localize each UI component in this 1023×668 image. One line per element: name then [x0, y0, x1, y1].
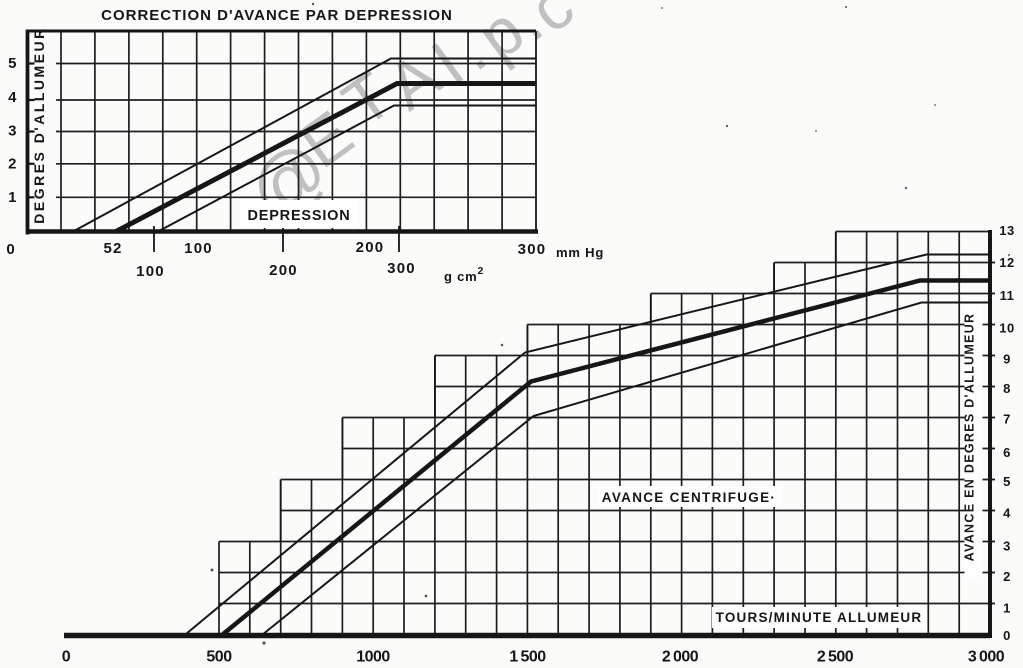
- svg-text:g cm2: g cm2: [444, 265, 484, 284]
- svg-text:0: 0: [6, 241, 15, 258]
- svg-text:100: 100: [136, 263, 165, 280]
- svg-text:300: 300: [387, 260, 416, 277]
- svg-text:1000: 1000: [356, 649, 390, 666]
- svg-text:DEGRES D'ALLUMEUR: DEGRES D'ALLUMEUR: [31, 26, 47, 224]
- svg-text:9: 9: [1003, 351, 1011, 366]
- svg-text:5: 5: [8, 55, 17, 72]
- svg-text:3: 3: [8, 123, 17, 140]
- svg-text:100: 100: [184, 240, 213, 257]
- svg-text:0: 0: [62, 649, 71, 666]
- svg-text:3 000: 3 000: [968, 649, 1005, 666]
- svg-text:3: 3: [1003, 538, 1011, 553]
- svg-text:1: 1: [1003, 601, 1011, 616]
- svg-text:52: 52: [103, 240, 122, 257]
- svg-text:13: 13: [999, 223, 1014, 238]
- svg-text:CORRECTION D'AVANCE PAR DEPRES: CORRECTION D'AVANCE PAR DEPRESSION: [101, 7, 453, 24]
- svg-text:AVANCE EN DEGRES D'ALLUMEUR: AVANCE EN DEGRES D'ALLUMEUR: [963, 313, 977, 562]
- svg-text:1: 1: [8, 189, 17, 206]
- svg-text:200: 200: [356, 239, 385, 256]
- svg-text:2 500: 2 500: [817, 649, 854, 666]
- svg-text:11: 11: [1000, 288, 1015, 303]
- svg-text:0: 0: [1003, 628, 1011, 643]
- svg-text:4: 4: [1003, 506, 1011, 521]
- svg-text:300: 300: [518, 241, 547, 258]
- svg-text:2 000: 2 000: [662, 649, 699, 666]
- svg-text:2: 2: [8, 156, 17, 173]
- svg-text:7: 7: [1003, 412, 1011, 427]
- svg-text:8: 8: [1003, 381, 1011, 396]
- svg-text:2: 2: [1003, 569, 1011, 584]
- svg-text:5: 5: [1003, 474, 1011, 489]
- svg-text:mm Hg: mm Hg: [556, 245, 604, 260]
- svg-text:DEPRESSION: DEPRESSION: [247, 208, 350, 224]
- svg-text:AVANCE CENTRIFUGE·: AVANCE CENTRIFUGE·: [602, 490, 776, 505]
- svg-text:1 500: 1 500: [509, 649, 546, 666]
- svg-text:6: 6: [1003, 445, 1011, 460]
- svg-text:10: 10: [999, 320, 1014, 335]
- svg-text:4: 4: [8, 89, 17, 106]
- svg-text:TOURS/MINUTE ALLUMEUR: TOURS/MINUTE ALLUMEUR: [716, 610, 923, 625]
- svg-text:500: 500: [206, 649, 232, 666]
- svg-text:200: 200: [269, 262, 298, 279]
- svg-text:12: 12: [999, 255, 1014, 270]
